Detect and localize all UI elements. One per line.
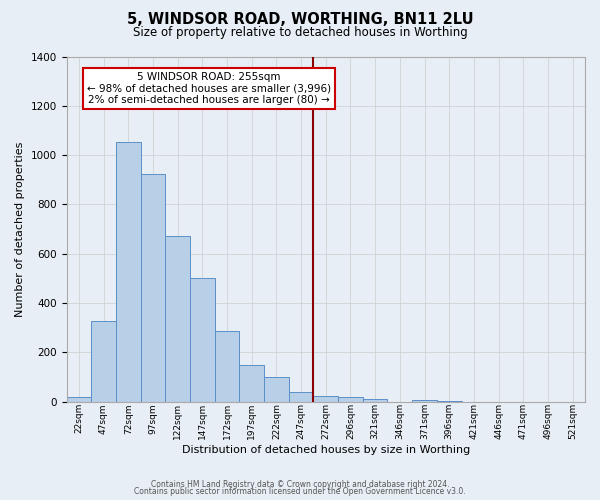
Y-axis label: Number of detached properties: Number of detached properties [15,142,25,317]
Bar [289,392,313,402]
Bar [338,397,363,402]
Bar [91,321,116,402]
Bar [67,397,91,402]
Text: Contains HM Land Registry data © Crown copyright and database right 2024.: Contains HM Land Registry data © Crown c… [151,480,449,489]
Bar [190,278,215,402]
Text: Size of property relative to detached houses in Worthing: Size of property relative to detached ho… [133,26,467,39]
Bar [264,377,289,402]
Bar [215,332,239,402]
Bar [165,236,190,402]
Text: Contains public sector information licensed under the Open Government Licence v3: Contains public sector information licen… [134,487,466,496]
Bar [412,400,437,402]
Text: 5 WINDSOR ROAD: 255sqm
← 98% of detached houses are smaller (3,996)
2% of semi-d: 5 WINDSOR ROAD: 255sqm ← 98% of detached… [87,72,331,105]
Bar [140,174,165,402]
Bar [363,399,388,402]
Bar [116,142,140,402]
Bar [313,396,338,402]
X-axis label: Distribution of detached houses by size in Worthing: Distribution of detached houses by size … [182,445,470,455]
Bar [239,365,264,402]
Text: 5, WINDSOR ROAD, WORTHING, BN11 2LU: 5, WINDSOR ROAD, WORTHING, BN11 2LU [127,12,473,28]
